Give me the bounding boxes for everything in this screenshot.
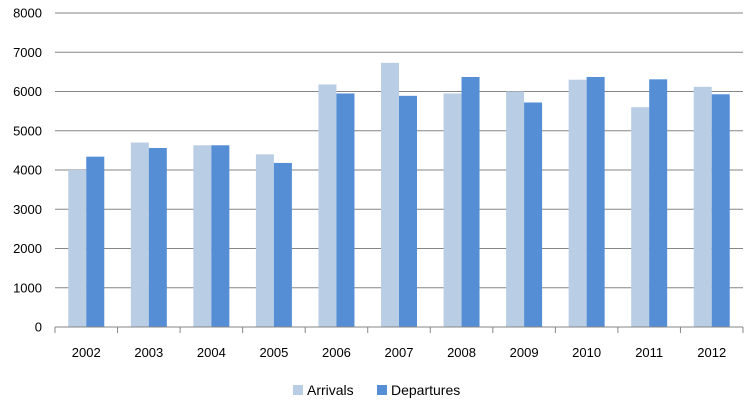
x-tick-label: 2009 [510, 345, 539, 360]
bar-arrivals-2012 [693, 86, 712, 327]
legend-label-arrivals: Arrivals [307, 382, 354, 398]
bar-departures-2005 [273, 162, 292, 327]
legend-swatch-departures [377, 385, 387, 395]
y-tick-label: 8000 [13, 6, 42, 21]
x-tick-label: 2007 [385, 345, 414, 360]
bar-departures-2010 [586, 76, 605, 327]
bar-arrivals-2007 [381, 62, 399, 327]
x-tick-label: 2008 [447, 345, 476, 360]
bar-arrivals-2009 [506, 91, 525, 327]
x-axis-tick-labels: 2002 2003 2004 2005 2006 2007 2008 2009 2010 2011… [72, 345, 726, 360]
y-tick-label: 6000 [13, 84, 42, 99]
x-tick-label: 2004 [197, 345, 226, 360]
legend-swatch-arrivals [293, 385, 303, 395]
bar-departures-2012 [711, 94, 730, 327]
y-axis-tick-labels: 0 1000 2000 3000 4000 5000 6000 7000 8000 [13, 6, 42, 335]
bar-departures-2002 [86, 156, 105, 327]
bar-departures-2004 [211, 145, 230, 327]
bar-arrivals-2003 [130, 142, 149, 327]
y-tick-label: 1000 [13, 280, 42, 295]
legend-label-departures: Departures [391, 382, 460, 398]
bar-arrivals-2002 [68, 170, 87, 327]
y-tick-label: 5000 [13, 123, 42, 138]
y-tick-label: 2000 [13, 241, 42, 256]
y-tick-label: 4000 [13, 163, 42, 178]
x-tick-label: 2006 [322, 345, 351, 360]
y-tick-label: 3000 [13, 202, 42, 217]
bar-departures-2008 [461, 76, 480, 327]
x-tick-label: 2002 [72, 345, 101, 360]
x-tick-label: 2003 [134, 345, 163, 360]
bar-departures-2006 [336, 93, 355, 328]
bar-arrivals-2011 [631, 107, 650, 327]
bar-arrivals-2004 [193, 145, 212, 327]
bar-departures-2009 [524, 102, 543, 328]
bar-departures-2007 [399, 95, 417, 327]
y-tick-label: 7000 [13, 45, 42, 60]
y-tick-label: 0 [35, 320, 42, 335]
bar-arrivals-2008 [443, 93, 462, 328]
bar-arrivals-2006 [318, 84, 337, 327]
x-tick-label: 2011 [635, 345, 663, 360]
bars [68, 62, 730, 328]
bar-departures-2011 [649, 79, 668, 328]
legend: Arrivals Departures [293, 382, 460, 398]
x-tick-label: 2012 [697, 345, 726, 360]
bar-arrivals-2005 [255, 154, 274, 327]
x-axis [54, 326, 744, 333]
bar-arrivals-2010 [568, 79, 587, 327]
x-tick-label: 2005 [259, 345, 288, 360]
bar-departures-2003 [148, 148, 167, 327]
x-tick-label: 2010 [572, 345, 601, 360]
